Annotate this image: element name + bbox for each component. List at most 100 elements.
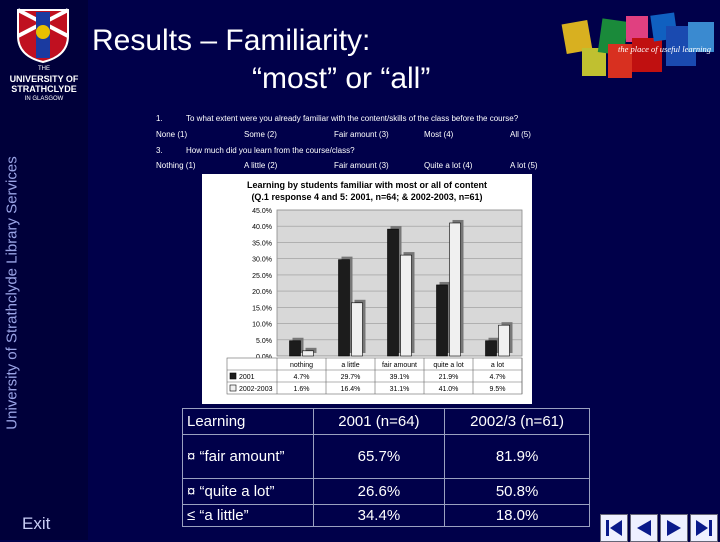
data-label: 29.7% (341, 374, 361, 381)
legend-swatch (229, 384, 237, 392)
legend-entry: 2001 (239, 374, 255, 381)
bar (351, 302, 363, 357)
summary-table: Learning 2001 (n=64) 2002/3 (n=61) ¤ “fa… (182, 408, 590, 527)
table-header-row: Learning 2001 (n=64) 2002/3 (n=61) (182, 408, 590, 435)
bar (498, 324, 510, 357)
title-line1: Results – Familiarity: (92, 24, 371, 57)
table-row: ¤ “fair amount” 65.7% 81.9% (182, 434, 590, 479)
row-label-text: “a little” (199, 507, 249, 524)
question1: 1. To what extent were you already famil… (156, 114, 518, 123)
table-cell: 81.9% (444, 434, 590, 479)
university-line2: UNIVERSITY OF (9, 74, 79, 84)
table-row-label: ¤ “quite a lot” (182, 478, 314, 505)
y-tick-label: 45.0% (252, 208, 272, 215)
question2-option: A little (2) (244, 161, 278, 170)
exit-button[interactable]: Exit (22, 514, 51, 533)
question2: 3. How much did you learn from the cours… (156, 146, 355, 155)
chart-title: Learning by students familiar with most … (247, 180, 487, 190)
table-row-label: ¤ “fair amount” (182, 434, 314, 479)
page-title: Results – Familiarity: “most” or “all” (92, 22, 542, 98)
bar (400, 254, 412, 357)
table-cell: 34.4% (312, 504, 446, 527)
question2-number: 3. (156, 146, 163, 155)
x-tick-label: a little (341, 362, 359, 369)
data-label: 4.7% (490, 374, 506, 381)
y-tick-label: 25.0% (252, 273, 272, 280)
y-tick-label: 15.0% (252, 305, 272, 312)
table-row: ≤ “a little” 34.4% 18.0% (182, 504, 590, 527)
chart-panel: Learning by students familiar with most … (202, 174, 532, 404)
bar (387, 228, 399, 357)
last-slide-icon[interactable] (690, 514, 718, 542)
question2-option: Quite a lot (4) (424, 161, 473, 170)
y-tick-label: 40.0% (252, 224, 272, 231)
question1-text: To what extent were you already familiar… (186, 114, 519, 123)
x-tick-label: fair amount (382, 362, 417, 369)
legend-swatch (229, 372, 237, 380)
y-tick-label: 35.0% (252, 240, 272, 247)
question2-text: How much did you learn from the course/c… (186, 146, 355, 155)
previous-slide-icon[interactable] (630, 514, 658, 542)
question1-number: 1. (156, 114, 163, 123)
y-tick-label: 20.0% (252, 289, 272, 296)
table-header-cell: Learning (182, 408, 314, 435)
vertical-text: University of Strathclyde Library Servic… (3, 156, 21, 430)
strathclyde-logo-icon: the place of useful learning (561, 12, 714, 78)
table-header-cell: 2001 (n=64) (312, 408, 446, 435)
legend-entry: 2002-2003 (239, 386, 273, 393)
question1-option: All (5) (510, 130, 531, 139)
first-slide-icon[interactable] (600, 514, 628, 542)
bar (449, 222, 461, 357)
question2-option: Nothing (1) (156, 161, 196, 170)
vertical-banner: University of Strathclyde Library Servic… (2, 128, 22, 458)
question2-option: A lot (5) (510, 161, 538, 170)
bullet-icon: ¤ (187, 448, 196, 465)
question1-option: None (1) (156, 130, 188, 139)
bar-shadow (305, 347, 317, 353)
question1-option: Some (2) (244, 130, 277, 139)
data-label: 16.4% (341, 386, 361, 393)
data-label: 39.1% (390, 374, 410, 381)
bar (436, 284, 448, 357)
question1-option: Most (4) (424, 130, 454, 139)
bar-chart: Learning by students familiar with most … (226, 180, 523, 395)
table-cell: 50.8% (444, 478, 590, 505)
bar (485, 340, 497, 357)
data-label: 41.0% (439, 386, 459, 393)
y-tick-label: 10.0% (252, 322, 272, 329)
university-line4: IN GLASGOW (24, 96, 64, 102)
university-line3: STRATHCLYDE (11, 84, 77, 94)
data-label: 1.6% (294, 386, 310, 393)
logo-tagline: the place of useful learning (618, 44, 711, 54)
sidebar: THE UNIVERSITY OF STRATHCLYDE IN GLASGOW… (0, 0, 88, 540)
row-label-text: “fair amount” (199, 448, 285, 465)
table-cell: 65.7% (312, 434, 446, 479)
question2-option: Fair amount (3) (334, 161, 389, 170)
bullet-icon: ≤ (187, 507, 196, 524)
y-tick-label: 5.0% (256, 338, 272, 345)
data-label: 31.1% (390, 386, 410, 393)
y-tick-label: 30.0% (252, 257, 272, 264)
table-cell: 26.6% (312, 478, 446, 505)
x-tick-label: nothing (290, 362, 313, 369)
bar (302, 350, 314, 357)
y-tick-label: 0.0% (256, 354, 272, 361)
table-row-label: ≤ “a little” (182, 504, 314, 527)
table-row: ¤ “quite a lot” 26.6% 50.8% (182, 478, 590, 505)
bullet-icon: ¤ (187, 483, 196, 500)
x-tick-label: quite a lot (433, 362, 463, 369)
table-cell: 18.0% (444, 504, 590, 527)
chart-subtitle: (Q.1 response 4 and 5: 2001, n=64; & 200… (251, 192, 482, 202)
question1-option: Fair amount (3) (334, 130, 389, 139)
next-slide-icon[interactable] (660, 514, 688, 542)
title-line2: “most” or “all” (252, 62, 431, 95)
university-line1: THE (38, 66, 50, 72)
data-label: 21.9% (439, 374, 459, 381)
table-header-cell: 2002/3 (n=61) (444, 408, 590, 435)
university-crest-icon (17, 8, 69, 64)
bar (289, 340, 301, 357)
data-label: 4.7% (294, 374, 310, 381)
data-label: 9.5% (490, 386, 506, 393)
bar (338, 259, 350, 357)
row-label-text: “quite a lot” (199, 483, 275, 500)
